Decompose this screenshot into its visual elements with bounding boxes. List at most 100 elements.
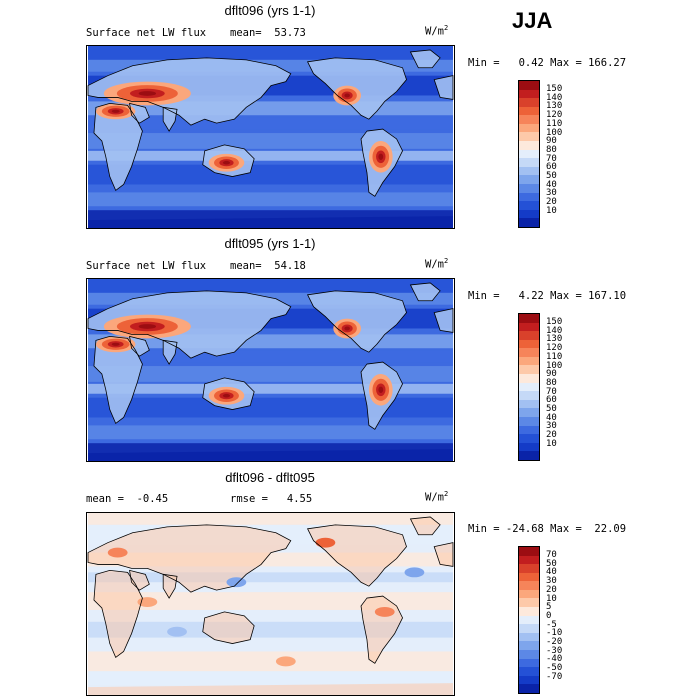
colorbar-swatch: [519, 209, 539, 219]
colorbar-label: 30: [546, 421, 557, 432]
coastline-namerica: [306, 57, 407, 120]
colorbar-swatch: [519, 391, 539, 400]
coastline-greenland: [409, 516, 441, 536]
panel3-colorbar: [518, 546, 540, 694]
colorbar-label: -40: [546, 654, 563, 665]
colorbar-swatch: [519, 425, 539, 435]
colorbar-label: 130: [546, 101, 563, 112]
colorbar-swatch: [519, 451, 539, 460]
colorbar-label: 100: [546, 360, 563, 371]
coastline-namerica: [306, 290, 407, 353]
coastline-europe_w: [433, 542, 454, 567]
colorbar-swatch: [519, 408, 539, 417]
panel1-title: dflt096 (yrs 1-1): [224, 3, 316, 18]
map-band: [88, 397, 453, 418]
colorbar-swatch: [519, 607, 539, 616]
colorbar-swatch: [519, 589, 539, 599]
map-band: [88, 513, 453, 525]
colorbar-label: 30: [546, 576, 557, 587]
colorbar-label: 80: [546, 144, 557, 155]
colorbar-swatch: [519, 547, 539, 556]
panel2-colorbar: [518, 313, 540, 461]
colorbar-label: -5: [546, 619, 557, 630]
diff-anomaly: [167, 626, 187, 637]
colorbar-swatch: [519, 348, 539, 357]
colorbar-label: 20: [546, 584, 557, 595]
panel2-mean-label: mean= 54.18: [230, 260, 306, 272]
land-greenland: [410, 516, 441, 535]
land-greenland: [410, 282, 441, 301]
colorbar-swatch: [519, 382, 539, 392]
colorbar-label: 140: [546, 92, 563, 103]
colorbar-swatch: [519, 356, 539, 366]
colorbar-swatch: [519, 89, 539, 99]
map-canvas: [87, 513, 454, 695]
map-band: [88, 192, 453, 207]
coastline-arabia: [129, 102, 150, 124]
panel1-colorbar: [518, 80, 540, 228]
flux-maximum: [138, 324, 157, 329]
colorbar-label: 0: [546, 610, 552, 621]
colorbar-swatch: [519, 218, 539, 227]
colorbar-label: 100: [546, 127, 563, 138]
colorbar-label: -70: [546, 671, 563, 682]
map-band: [88, 671, 453, 686]
colorbar-label: 90: [546, 369, 557, 380]
colorbar-swatch: [519, 564, 539, 573]
flux-maximum: [222, 393, 231, 398]
diff-anomaly: [315, 537, 336, 548]
map-band: [88, 46, 453, 60]
colorbar-label: 140: [546, 325, 563, 336]
land-namerica: [307, 57, 407, 120]
coastline-india: [162, 106, 178, 132]
colorbar-label: 110: [546, 118, 563, 129]
diff-anomaly: [275, 656, 296, 667]
map-band: [88, 572, 453, 583]
coastline-namerica: [306, 524, 407, 587]
colorbar-swatch: [519, 141, 539, 150]
colorbar-label: -30: [546, 645, 563, 656]
coastline-samerica: [360, 128, 403, 197]
coastline-europe_w: [433, 308, 454, 333]
colorbar-label: 30: [546, 188, 557, 199]
colorbar-label: 90: [546, 136, 557, 147]
coastline-africa: [93, 335, 143, 425]
coastline-greenland: [409, 282, 441, 302]
colorbar-label: -10: [546, 628, 563, 639]
panel2-field-label: Surface net LW flux: [86, 260, 207, 272]
colorbar-label: 70: [546, 386, 557, 397]
map-band: [88, 350, 453, 363]
map-band: [88, 150, 453, 161]
land-eurasia: [88, 524, 291, 593]
map-band: [88, 117, 453, 130]
colorbar-swatch: [519, 106, 539, 116]
colorbar-label: 70: [546, 153, 557, 164]
colorbar-swatch: [519, 632, 539, 642]
colorbar-swatch: [519, 598, 539, 608]
colorbar-label: 50: [546, 171, 557, 182]
colorbar-swatch: [519, 581, 539, 590]
coastline-australia: [202, 144, 255, 177]
colorbar-swatch: [519, 675, 539, 685]
diff-anomaly: [374, 606, 395, 617]
coastline-eurasia: [87, 524, 292, 593]
colorbar-swatch: [519, 314, 539, 323]
colorbar-label: 10: [546, 438, 557, 449]
panel3-units: W/m2: [425, 490, 449, 504]
land-india: [163, 340, 178, 365]
colorbar-label: 130: [546, 334, 563, 345]
coastline-india: [162, 339, 178, 365]
colorbar-label: -50: [546, 663, 563, 674]
colorbar-swatch: [519, 339, 539, 349]
land-india: [163, 107, 178, 132]
colorbar-swatch: [519, 649, 539, 659]
flux-maximum: [138, 91, 157, 96]
panel1-minmax: Min = 0.42 Max = 166.27: [468, 57, 627, 69]
colorbar-label: 5: [546, 602, 552, 613]
flux-maximum: [344, 93, 350, 98]
colorbar-swatch: [519, 555, 539, 565]
land-australia: [202, 611, 255, 644]
colorbar-label: 120: [546, 343, 563, 354]
season-label: JJA: [512, 8, 553, 33]
coastline-africa: [93, 569, 143, 659]
